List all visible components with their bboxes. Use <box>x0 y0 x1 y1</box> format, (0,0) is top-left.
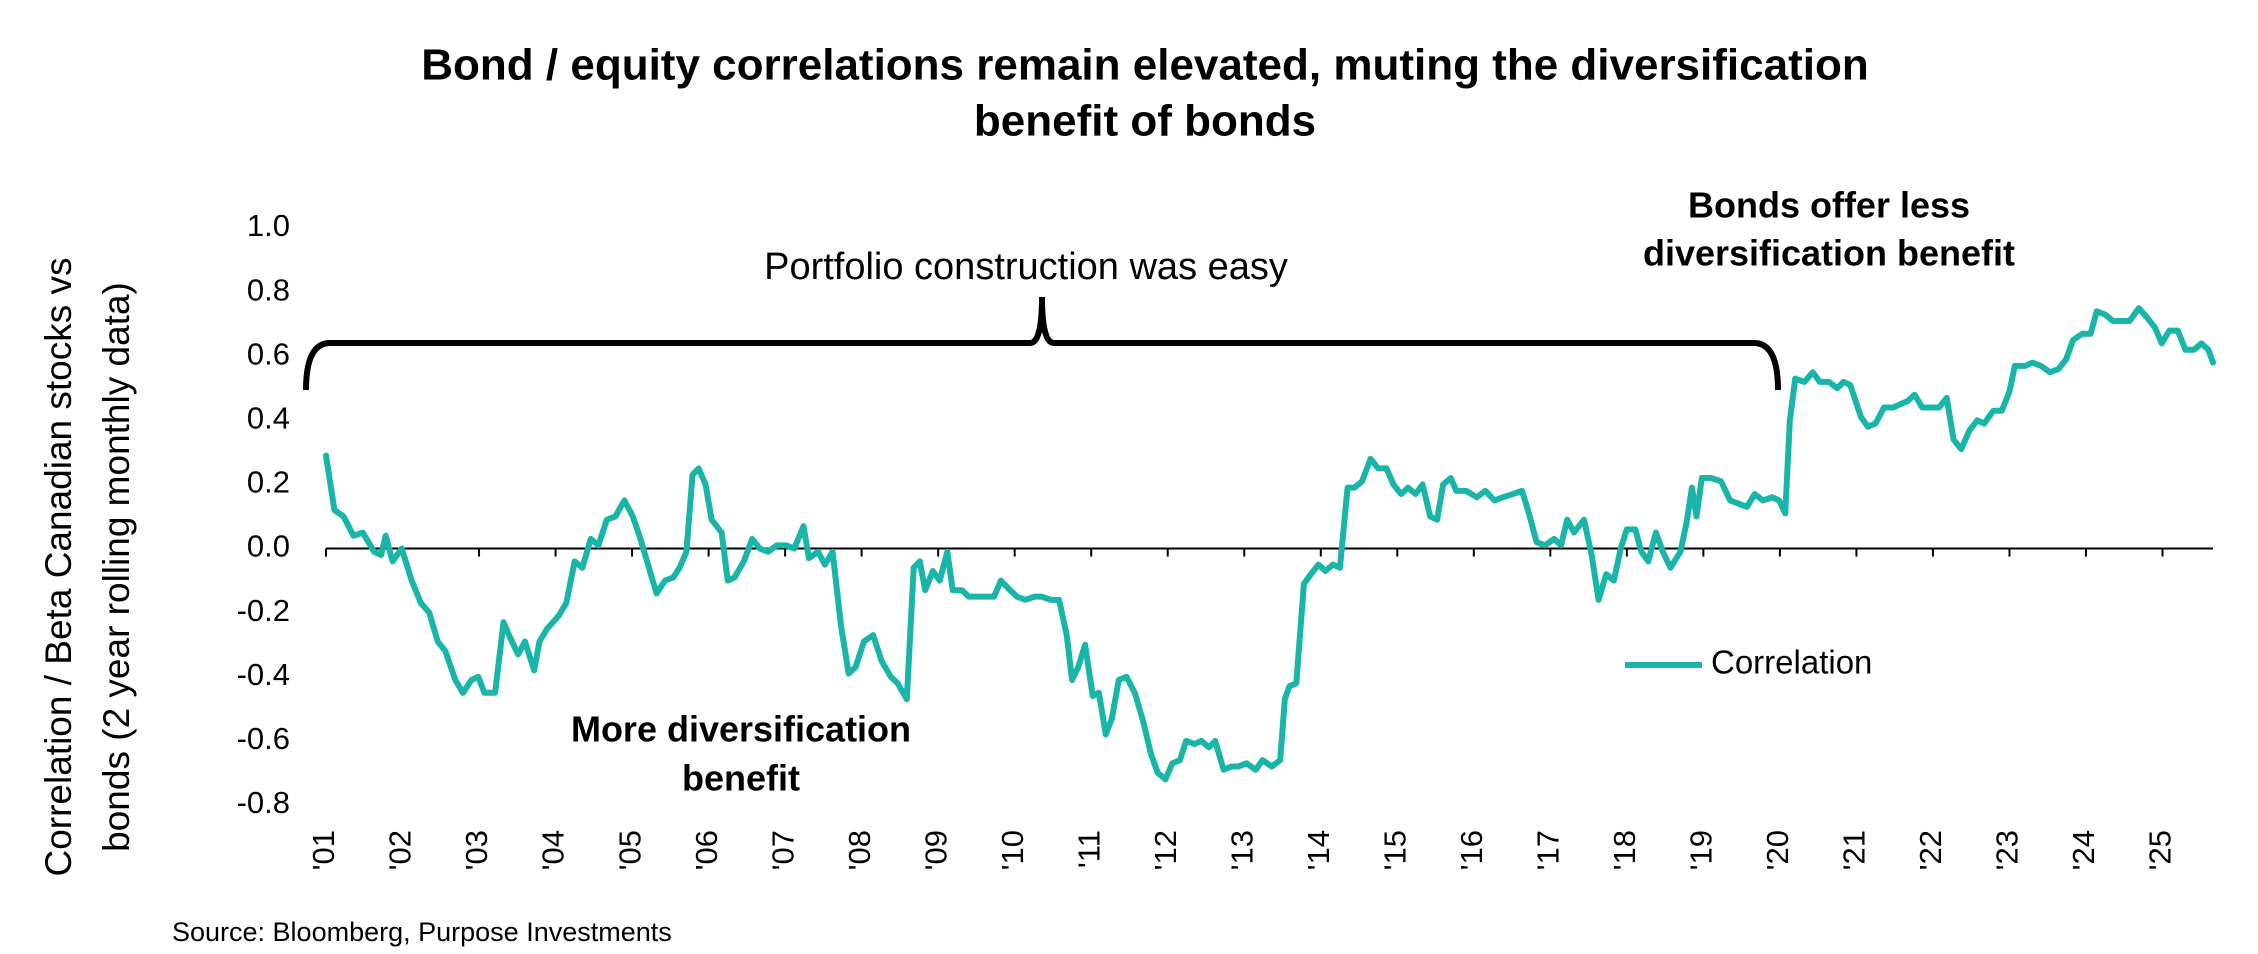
x-tick-label: '03 <box>459 830 494 870</box>
x-tick-label: '01 <box>306 830 341 870</box>
x-tick-label: '10 <box>995 830 1030 870</box>
y-tick-label: -0.2 <box>237 593 290 628</box>
y-tick-label: 0.6 <box>247 336 290 371</box>
y-tick-label: 1.0 <box>247 208 290 243</box>
x-tick-label: '14 <box>1301 830 1336 870</box>
x-tick-label: '04 <box>536 830 571 870</box>
y-axis-label: Correlation / Beta Canadian stocks vs <box>38 257 79 876</box>
x-tick-label: '23 <box>1990 830 2025 870</box>
x-tick-label: '13 <box>1224 830 1259 870</box>
annotation: Portfolio construction was easy <box>764 246 1288 288</box>
y-tick-label: -0.8 <box>237 785 290 820</box>
x-tick-label: '19 <box>1684 830 1719 870</box>
x-tick-label: '08 <box>842 830 877 870</box>
x-tick-label: '02 <box>383 830 418 870</box>
y-tick-label: -0.4 <box>237 657 290 692</box>
annotation: More diversification <box>571 709 911 750</box>
x-tick-label: '22 <box>1913 830 1948 870</box>
y-tick-label: 0.4 <box>247 401 290 436</box>
x-tick-label: '09 <box>918 830 953 870</box>
x-tick-label: '18 <box>1607 830 1642 870</box>
annotation: diversification benefit <box>1643 233 2015 274</box>
chart-title: Bond / equity correlations remain elevat… <box>421 41 1868 90</box>
source-note: Source: Bloomberg, Purpose Investments <box>172 917 672 947</box>
x-tick-label: '21 <box>1837 830 1872 870</box>
annotation: Bonds offer less <box>1688 185 1970 226</box>
data-line <box>323 305 2216 783</box>
x-tick-label: '12 <box>1148 830 1183 870</box>
y-tick-label: 0.8 <box>247 272 290 307</box>
y-axis-label: bonds (2 year rolling monthly data) <box>96 282 137 852</box>
x-tick-label: '07 <box>765 830 800 870</box>
x-tick-label: '24 <box>2066 830 2101 870</box>
y-tick-label: -0.6 <box>237 721 290 756</box>
x-tick-label: '06 <box>689 830 724 870</box>
legend-label: Correlation <box>1711 644 1872 681</box>
chart-title: benefit of bonds <box>974 97 1316 146</box>
x-tick-label: '05 <box>612 830 647 870</box>
brace <box>303 296 1781 391</box>
x-tick-label: '17 <box>1531 830 1566 870</box>
x-tick-label: '16 <box>1454 830 1489 870</box>
x-tick-label: '25 <box>2143 830 2178 870</box>
annotation: benefit <box>682 758 800 799</box>
y-tick-label: 0.0 <box>247 529 290 564</box>
x-tick-label: '11 <box>1071 830 1106 868</box>
x-tick-label: '15 <box>1377 830 1412 870</box>
y-tick-label: 0.2 <box>247 465 290 500</box>
x-tick-label: '20 <box>1760 830 1795 870</box>
